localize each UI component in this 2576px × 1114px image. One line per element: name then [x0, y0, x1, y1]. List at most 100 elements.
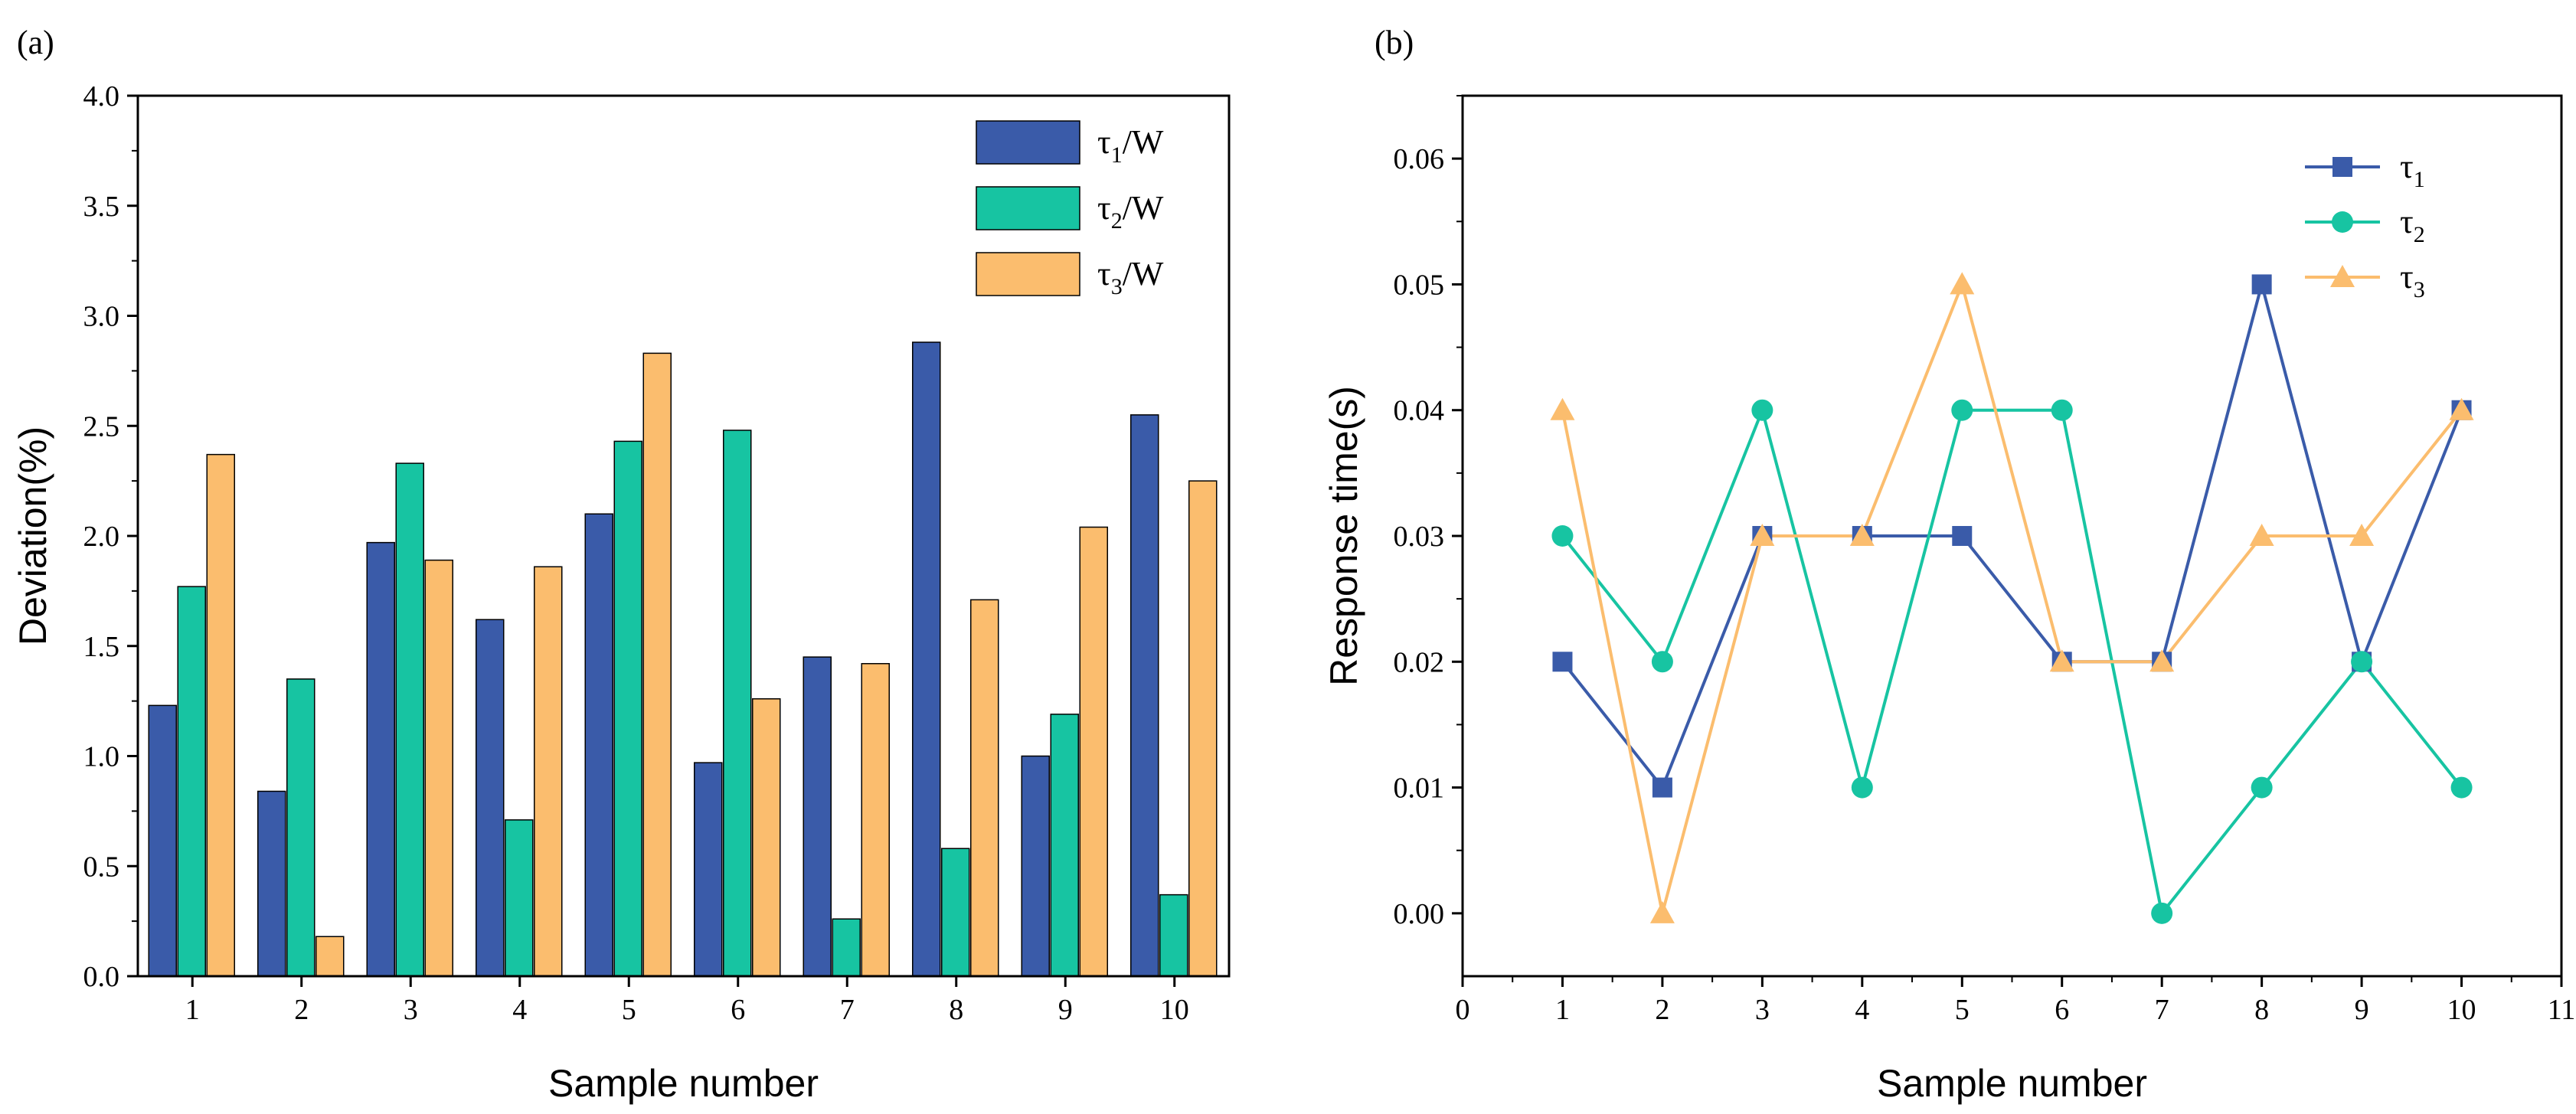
bar-series3-sample-8 — [970, 599, 999, 977]
marker-series3-sample-8 — [2249, 524, 2274, 546]
legend-label-series3: τ3 — [2400, 258, 2425, 302]
y-tick-label: 0.04 — [1394, 395, 1445, 427]
marker-series3-sample-10 — [2449, 397, 2474, 420]
marker-series2-sample-10 — [2450, 776, 2473, 799]
y-tick-label: 4.0 — [83, 80, 120, 113]
x-tick-label: 3 — [404, 994, 418, 1026]
y-tick-label: 2.5 — [83, 410, 120, 443]
y-tick-label: 1.0 — [83, 741, 120, 773]
bar-series3-sample-1 — [206, 453, 235, 977]
bar-series1-sample-8 — [912, 341, 941, 977]
bar-series2-sample-10 — [1159, 893, 1188, 977]
y-tick-label: 3.5 — [83, 191, 120, 223]
marker-series1-sample-5 — [1952, 526, 1973, 546]
bar-series1-sample-5 — [584, 513, 613, 977]
line-series3 — [1561, 279, 2463, 914]
bar-series2-sample-1 — [177, 586, 206, 977]
y-tick-label: 0.02 — [1394, 646, 1445, 678]
bar-series3-sample-6 — [752, 698, 781, 977]
marker-series2-sample-4 — [1851, 776, 1873, 799]
legend-marker-series3 — [2330, 265, 2355, 287]
legend-label-series2: τ2/W — [1097, 189, 1164, 234]
marker-series2-sample-2 — [1651, 651, 1673, 673]
plot-frame — [1461, 94, 2563, 978]
x-axis-title: Sample number — [1877, 1062, 2147, 1105]
y-tick-label: 0.06 — [1394, 143, 1445, 175]
bar-series1-sample-6 — [694, 762, 723, 977]
marker-series1-sample-1 — [1552, 652, 1573, 672]
x-tick-label: 6 — [731, 994, 745, 1026]
x-tick-label: 1 — [185, 994, 200, 1026]
legend-swatch-series1 — [976, 120, 1080, 165]
bar-series3-sample-4 — [534, 566, 563, 977]
bar-series1-sample-10 — [1130, 414, 1159, 977]
bar-series2-sample-4 — [505, 819, 534, 977]
bar-series1-sample-7 — [803, 656, 832, 977]
x-tick-label: 0 — [1456, 994, 1470, 1026]
y-tick-label: 0.01 — [1394, 773, 1445, 805]
y-tick-label: 1.5 — [83, 631, 120, 663]
bar-series1-sample-9 — [1021, 755, 1050, 977]
x-tick-label: 4 — [512, 994, 527, 1026]
x-tick-label: 8 — [2254, 994, 2269, 1026]
y-axis-title: Deviation(%) — [11, 426, 54, 645]
bar-series2-sample-9 — [1050, 714, 1079, 977]
bar-series2-sample-3 — [395, 462, 424, 977]
y-tick-label: 2.0 — [83, 521, 120, 553]
bar-series2-sample-6 — [723, 430, 752, 977]
x-tick-label: 2 — [294, 994, 309, 1026]
x-tick-label: 7 — [2155, 994, 2169, 1026]
x-tick-label: 1 — [1555, 994, 1570, 1026]
y-tick-label: 0.03 — [1394, 521, 1445, 553]
x-tick-label: 2 — [1655, 994, 1669, 1026]
legend: τ1/W τ2/W τ3/W — [976, 120, 1164, 299]
bar-series1-sample-1 — [148, 704, 177, 977]
marker-series3-sample-9 — [2349, 524, 2375, 546]
bar-series1-sample-2 — [257, 790, 286, 977]
marker-series2-sample-7 — [2151, 902, 2173, 924]
marker-series3-sample-5 — [1950, 272, 1975, 295]
bar-series3-sample-7 — [861, 663, 890, 977]
marker-series2-sample-8 — [2251, 776, 2273, 799]
legend-swatch-series3 — [976, 252, 1080, 296]
x-tick-label: 4 — [1855, 994, 1869, 1026]
marker-series2-sample-5 — [1951, 399, 1973, 421]
y-tick-label: 0.5 — [83, 851, 120, 883]
bar-series2-sample-8 — [941, 848, 970, 977]
bar-series3-sample-2 — [315, 936, 345, 977]
marker-series2-sample-9 — [2351, 651, 2373, 673]
x-tick-label: 9 — [2355, 994, 2369, 1026]
line-series1 — [1561, 278, 2463, 791]
bar-series1-sample-3 — [366, 541, 395, 977]
marker-series2-sample-6 — [2051, 399, 2073, 421]
x-tick-label: 10 — [1160, 994, 1189, 1026]
legend: τ1 τ2 τ3 — [2305, 148, 2425, 302]
legend-marker-series2 — [2332, 211, 2353, 233]
panel-b-line-chart: (b) 0 1 2 3 4 5 6 7 8 9 10 11 0.00 0.01 0.02 0.03 0.04 0.0… — [1322, 24, 2575, 1105]
bar-series2-sample-2 — [286, 678, 315, 977]
y-tick-label: 0.05 — [1394, 269, 1445, 301]
x-tick-label: 6 — [2055, 994, 2069, 1026]
bar-series3-sample-5 — [642, 352, 672, 977]
x-axis-title: Sample number — [548, 1062, 819, 1105]
marker-series3-sample-3 — [1750, 524, 1775, 546]
bar-series3-sample-3 — [424, 559, 453, 977]
y-tick-label: 0.00 — [1394, 898, 1445, 930]
legend-label-series3: τ3/W — [1097, 255, 1164, 299]
x-tick-label: 5 — [622, 994, 636, 1026]
marker-series3-sample-4 — [1849, 524, 1875, 546]
bar-series3-sample-10 — [1188, 480, 1218, 977]
x-tick-label: 3 — [1755, 994, 1770, 1026]
legend-marker-series1 — [2332, 157, 2352, 177]
marker-series1-sample-2 — [1652, 777, 1672, 798]
y-tick-label: 3.0 — [83, 301, 120, 333]
x-tick-label: 10 — [2447, 994, 2476, 1026]
x-tick-label: 7 — [840, 994, 855, 1026]
panel-label: (b) — [1375, 24, 1414, 61]
marker-series3-sample-7 — [2149, 649, 2175, 672]
marker-series1-sample-8 — [2251, 274, 2272, 295]
y-tick-label: 0.0 — [83, 961, 120, 993]
legend-swatch-series2 — [976, 186, 1080, 230]
x-tick-label: 11 — [2548, 994, 2576, 1026]
marker-series3-sample-1 — [1550, 397, 1575, 420]
